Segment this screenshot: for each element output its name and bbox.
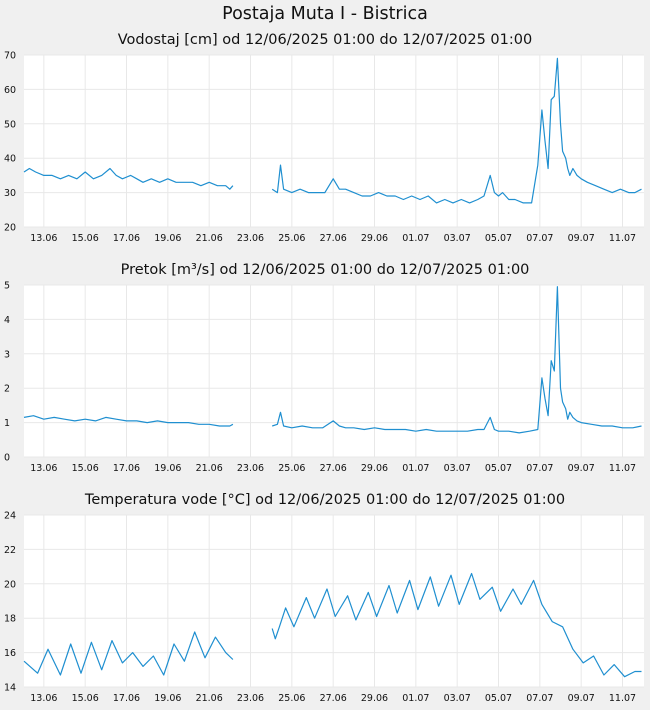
x-tick-label: 11.07 [609,693,636,704]
x-tick-label: 07.07 [526,233,553,244]
x-tick-label: 27.06 [320,693,347,704]
x-tick-label: 29.06 [361,233,388,244]
x-tick-label: 27.06 [320,463,347,474]
x-tick-label: 07.07 [526,463,553,474]
x-tick-label: 01.07 [402,693,429,704]
y-tick-label: 40 [4,154,16,165]
x-tick-label: 25.06 [278,233,305,244]
x-tick-label: 09.07 [568,693,595,704]
y-tick-label: 60 [4,85,16,96]
x-tick-label: 25.06 [278,693,305,704]
x-tick-label: 13.06 [30,463,57,474]
series-line-vodostaj [271,57,642,204]
series-line-pretok [23,415,234,427]
x-tick-label: 27.06 [320,233,347,244]
x-tick-label: 11.07 [609,233,636,244]
y-tick-label: 24 [4,511,16,522]
y-tick-label: 14 [4,683,16,694]
x-tick-label: 29.06 [361,463,388,474]
chart-title-pretok: Pretok [m³/s] od 12/06/2025 01:00 do 12/… [120,262,530,278]
x-tick-label: 23.06 [237,693,264,704]
y-tick-label: 2 [4,384,10,395]
x-tick-label: 05.07 [485,233,512,244]
chart-title-temperatura: Temperatura vode [°C] od 12/06/2025 01:0… [84,492,566,508]
x-tick-label: 19.06 [154,463,181,474]
page-title: Postaja Muta I - Bistrica [222,4,428,24]
x-tick-label: 29.06 [361,693,388,704]
x-tick-label: 23.06 [237,463,264,474]
series-line-temperatura [271,572,642,678]
series-line-vodostaj [23,167,234,190]
x-tick-label: 15.06 [72,693,99,704]
x-tick-label: 17.06 [113,233,140,244]
y-tick-label: 20 [4,223,16,234]
x-tick-label: 19.06 [154,693,181,704]
x-tick-label: 11.07 [609,463,636,474]
y-tick-label: 4 [4,315,10,326]
x-tick-label: 17.06 [113,463,140,474]
series-line-temperatura [23,631,234,676]
x-tick-label: 15.06 [72,233,99,244]
x-tick-label: 15.06 [72,463,99,474]
x-tick-label: 03.07 [444,693,471,704]
x-tick-label: 03.07 [444,233,471,244]
chart-title-vodostaj: Vodostaj [cm] od 12/06/2025 01:00 do 12/… [117,32,533,48]
y-tick-label: 16 [4,648,16,659]
y-tick-label: 1 [4,418,10,429]
y-tick-label: 20 [4,579,16,590]
x-tick-label: 01.07 [402,463,429,474]
x-tick-label: 21.06 [196,693,223,704]
x-tick-label: 17.06 [113,693,140,704]
x-tick-label: 05.07 [485,463,512,474]
y-tick-label: 70 [4,51,16,62]
x-tick-label: 09.07 [568,463,595,474]
x-tick-label: 13.06 [30,693,57,704]
x-tick-label: 09.07 [568,233,595,244]
y-tick-label: 22 [4,545,16,556]
x-tick-label: 21.06 [196,233,223,244]
x-tick-label: 07.07 [526,693,553,704]
plot-area-temperatura [24,515,644,687]
y-tick-label: 0 [4,453,10,464]
x-tick-label: 03.07 [444,463,471,474]
plot-area-pretok [24,285,644,457]
y-tick-label: 5 [4,281,10,292]
x-tick-label: 23.06 [237,233,264,244]
y-tick-label: 3 [4,349,10,360]
x-tick-label: 25.06 [278,463,305,474]
x-tick-label: 13.06 [30,233,57,244]
plot-area-vodostaj [24,55,644,227]
y-tick-label: 30 [4,188,16,199]
x-tick-label: 01.07 [402,233,429,244]
x-tick-label: 21.06 [196,463,223,474]
y-tick-label: 18 [4,614,16,625]
x-tick-label: 19.06 [154,233,181,244]
y-tick-label: 50 [4,119,16,130]
x-tick-label: 05.07 [485,693,512,704]
series-line-pretok [272,286,642,434]
